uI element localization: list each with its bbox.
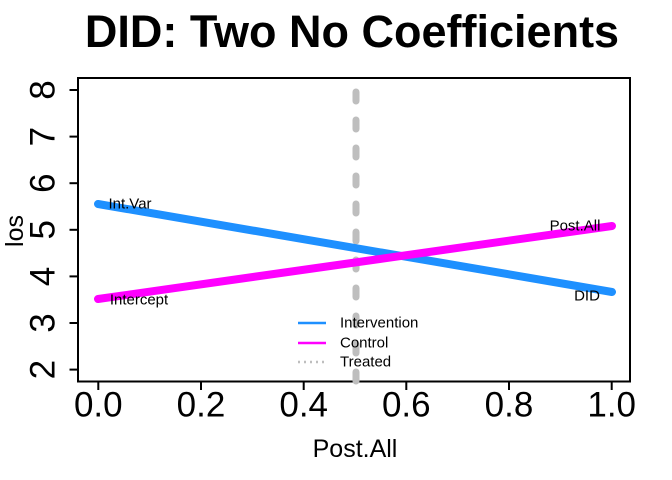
plot-title: DID: Two No Coefficients xyxy=(85,6,619,57)
x-tick-label-0.8: 0.8 xyxy=(485,386,534,425)
legend-item-intervention: Intervention xyxy=(298,315,418,332)
y-axis-ticks xyxy=(69,89,78,371)
x-axis-ticks xyxy=(97,381,613,390)
line-label-did: DID xyxy=(574,288,600,305)
legend-label-treated: Treated xyxy=(340,354,391,371)
x-tick-label-0.4: 0.4 xyxy=(279,386,328,425)
legend-label-control: Control xyxy=(340,335,388,352)
x-tick-label-0.2: 0.2 xyxy=(177,386,226,425)
y-axis-tick-labels: 8 7 6 5 4 3 2 xyxy=(24,80,63,379)
intervention-line xyxy=(94,200,616,296)
line-label-post-all: Post.All xyxy=(550,218,601,235)
y-tick-label-8: 8 xyxy=(24,80,63,99)
legend-label-intervention: Intervention xyxy=(340,315,418,332)
y-tick-label-3: 3 xyxy=(24,313,63,332)
x-axis-tick-labels: 0.0 0.2 0.4 0.6 0.8 1.0 xyxy=(74,386,636,425)
y-tick-label-5: 5 xyxy=(24,220,63,239)
x-tick-label-1.0: 1.0 xyxy=(587,386,636,425)
control-line xyxy=(94,222,616,303)
y-tick-label-6: 6 xyxy=(24,173,63,192)
line-label-intercept: Intercept xyxy=(110,292,169,309)
y-tick-label-2: 2 xyxy=(24,360,63,379)
y-axis-label: los xyxy=(1,215,29,247)
x-tick-label-0.6: 0.6 xyxy=(382,386,431,425)
legend: Intervention Control Treated xyxy=(298,315,418,371)
legend-item-control: Control xyxy=(298,335,388,352)
line-label-int-var: Int.Var xyxy=(108,196,151,213)
legend-item-treated: Treated xyxy=(298,354,391,371)
x-tick-label-0.0: 0.0 xyxy=(74,386,123,425)
y-tick-label-4: 4 xyxy=(24,267,63,286)
y-tick-label-7: 7 xyxy=(24,127,63,146)
x-axis-label: Post.All xyxy=(313,435,398,463)
